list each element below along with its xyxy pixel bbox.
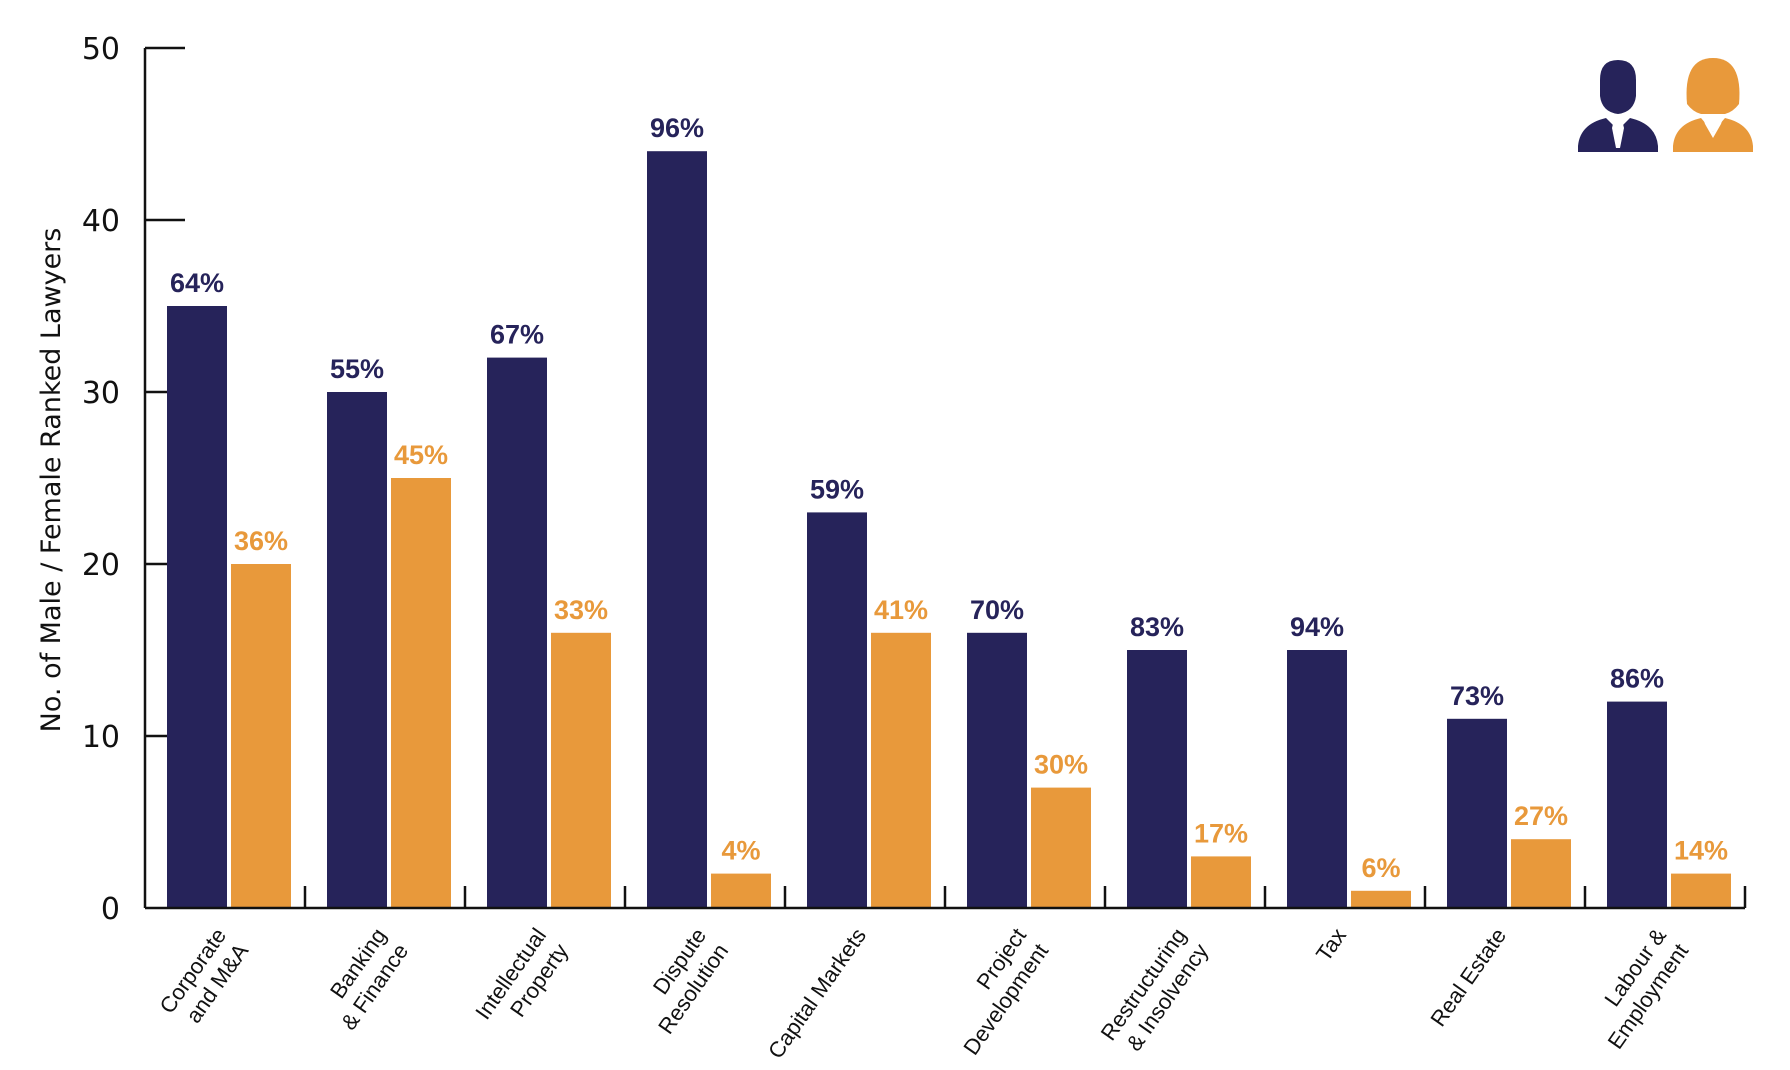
x-category-label: IntellectualProperty [470, 924, 573, 1040]
x-axis: Corporateand M&A Banking& Finance Intellec… [145, 886, 1747, 1064]
male-value-label: 55% [330, 354, 384, 384]
female-bar [1351, 890, 1411, 908]
x-category-label: Corporateand M&A [154, 923, 253, 1033]
male-value-label: 86% [1610, 664, 1664, 694]
female-bar [391, 478, 451, 908]
male-value-label: 59% [810, 474, 864, 504]
x-category-label: Labour &Employment [1580, 923, 1693, 1053]
male-value-label: 70% [970, 595, 1024, 625]
x-category-label: DisputeResolution [631, 924, 733, 1039]
y-tick-label: 0 [101, 892, 120, 927]
male-value-label: 67% [490, 320, 544, 350]
male-bar [167, 306, 227, 908]
male-value-label: 94% [1290, 612, 1344, 642]
male-value-label: 73% [1450, 681, 1504, 711]
male-value-label: 83% [1130, 612, 1184, 642]
male-bar [487, 357, 547, 909]
female-bar [1191, 856, 1251, 908]
legend [1578, 58, 1753, 152]
female-value-label: 36% [234, 526, 288, 556]
female-value-label: 27% [1514, 801, 1568, 831]
male-person-icon [1578, 60, 1658, 152]
male-bar [967, 632, 1027, 908]
x-category-label: ProjectDevelopment [936, 924, 1053, 1060]
female-bar [871, 632, 931, 908]
male-value-label: 96% [650, 113, 704, 143]
female-value-label: 33% [554, 595, 608, 625]
male-value-label: 64% [170, 268, 224, 298]
female-value-label: 30% [1034, 750, 1088, 780]
y-axis: 0 10 20 30 40 50 [82, 32, 185, 927]
male-bar [1287, 650, 1347, 908]
y-tick-label: 10 [82, 720, 120, 755]
female-bar [1671, 873, 1731, 908]
male-bar [1127, 650, 1187, 908]
male-bar [1607, 701, 1667, 908]
female-person-icon [1673, 58, 1753, 152]
female-bar [1031, 787, 1091, 908]
bars: 64% 55% 67% 96% 59% 70% 83% 94% 73% 86% 36% 45% 33% 4… [167, 113, 1731, 909]
y-tick-label: 30 [82, 376, 120, 411]
male-bar [327, 392, 387, 908]
y-tick-label: 20 [82, 548, 120, 583]
female-bar [231, 564, 291, 908]
x-category-label: Capital Markets [763, 924, 871, 1064]
y-tick-label: 40 [82, 204, 120, 239]
female-bar [1511, 839, 1571, 908]
female-value-label: 17% [1194, 818, 1248, 848]
female-bar [711, 873, 771, 908]
female-bar [551, 632, 611, 908]
male-bar [647, 151, 707, 908]
x-category-label: Real Estate [1425, 924, 1511, 1032]
y-axis-title: No. of Male / Female Ranked Lawyers [36, 228, 67, 733]
female-value-label: 45% [394, 440, 448, 470]
female-value-label: 41% [874, 595, 928, 625]
y-tick-label: 50 [82, 32, 120, 67]
x-category-label: Tax [1311, 924, 1351, 966]
x-category-label: Restructuring& Insolvency [1096, 924, 1214, 1061]
x-category-label: Banking& Finance [314, 924, 413, 1035]
male-bar [807, 512, 867, 908]
female-value-label: 4% [721, 836, 760, 866]
female-value-label: 14% [1674, 836, 1728, 866]
male-bar [1447, 718, 1507, 908]
female-value-label: 6% [1361, 853, 1400, 883]
